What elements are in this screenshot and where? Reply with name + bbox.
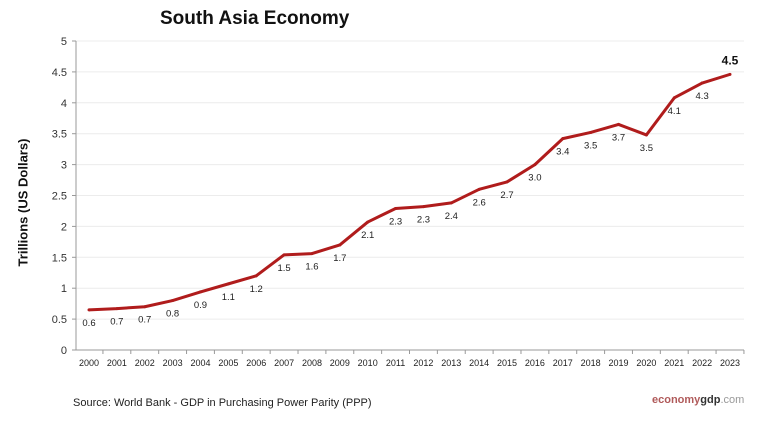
data-label: 0.7 bbox=[138, 315, 151, 326]
x-tick-label: 2022 bbox=[692, 358, 712, 368]
y-tick-label: 2 bbox=[61, 221, 67, 233]
data-point bbox=[143, 305, 147, 309]
data-point bbox=[226, 282, 230, 286]
data-point bbox=[505, 180, 509, 184]
data-label: 0.7 bbox=[110, 317, 123, 328]
data-label: 2.6 bbox=[473, 197, 486, 208]
data-label: 3.4 bbox=[556, 147, 569, 158]
data-label: 2.1 bbox=[361, 230, 374, 241]
data-point bbox=[644, 133, 648, 137]
x-tick-label: 2001 bbox=[107, 358, 127, 368]
x-tick-label: 2013 bbox=[441, 358, 461, 368]
data-point bbox=[394, 206, 398, 210]
x-tick-label: 2010 bbox=[358, 358, 378, 368]
data-point bbox=[561, 137, 565, 141]
data-label: 3.5 bbox=[584, 140, 597, 151]
data-point bbox=[617, 122, 621, 126]
y-tick-label: 4 bbox=[61, 98, 67, 110]
data-point bbox=[282, 253, 286, 257]
x-tick-label: 2016 bbox=[525, 358, 545, 368]
data-label: 0.8 bbox=[166, 309, 179, 320]
x-tick-label: 2017 bbox=[553, 358, 573, 368]
x-tick-label: 2005 bbox=[218, 358, 238, 368]
x-tick-label: 2019 bbox=[609, 358, 629, 368]
data-label: 1.7 bbox=[333, 253, 346, 264]
data-point bbox=[477, 187, 481, 191]
y-tick-label: 3.5 bbox=[52, 129, 67, 141]
data-label: 3.7 bbox=[612, 132, 625, 143]
data-point bbox=[366, 220, 370, 224]
data-point bbox=[171, 299, 175, 303]
data-label: 1.5 bbox=[277, 263, 290, 274]
x-tick-label: 2021 bbox=[664, 358, 684, 368]
data-point bbox=[533, 163, 537, 167]
x-tick-label: 2023 bbox=[720, 358, 740, 368]
data-label: 0.6 bbox=[82, 318, 95, 329]
x-tick-label: 2015 bbox=[497, 358, 517, 368]
x-tick-label: 2020 bbox=[636, 358, 656, 368]
data-label: 2.7 bbox=[500, 190, 513, 201]
x-tick-label: 2012 bbox=[413, 358, 433, 368]
data-point bbox=[449, 201, 453, 205]
y-tick-label: 0.5 bbox=[52, 314, 67, 326]
x-tick-label: 2014 bbox=[469, 358, 489, 368]
data-label: 1.2 bbox=[250, 284, 263, 295]
data-point bbox=[87, 308, 91, 312]
data-point bbox=[338, 243, 342, 247]
data-point bbox=[672, 96, 676, 100]
data-label: 3.5 bbox=[640, 143, 653, 154]
x-tick-label: 2009 bbox=[330, 358, 350, 368]
y-tick-label: 5 bbox=[61, 36, 67, 48]
data-point bbox=[421, 205, 425, 209]
data-line bbox=[88, 72, 731, 312]
x-tick-label: 2006 bbox=[246, 358, 266, 368]
y-tick-label: 1.5 bbox=[52, 252, 67, 264]
data-label: 1.6 bbox=[305, 262, 318, 273]
data-point bbox=[115, 307, 119, 311]
y-tick-label: 2.5 bbox=[52, 191, 67, 203]
y-tick-label: 1 bbox=[61, 283, 67, 295]
data-label: 3.0 bbox=[528, 173, 541, 184]
x-tick-label: 2000 bbox=[79, 358, 99, 368]
chart-title: South Asia Economy bbox=[160, 8, 350, 29]
data-point bbox=[589, 130, 593, 134]
x-tick-label: 2002 bbox=[135, 358, 155, 368]
x-tick-label: 2003 bbox=[163, 358, 183, 368]
data-label: 2.4 bbox=[445, 211, 458, 222]
y-tick-label: 4.5 bbox=[52, 67, 67, 79]
data-label: 4.5 bbox=[722, 53, 739, 67]
y-axis-label: Trillions (US Dollars) bbox=[15, 138, 31, 267]
data-point bbox=[198, 290, 202, 294]
data-point bbox=[254, 274, 258, 278]
x-tick-label: 2008 bbox=[302, 358, 322, 368]
y-tick-label: 0 bbox=[61, 345, 67, 357]
data-label: 2.3 bbox=[417, 215, 430, 226]
data-label: 4.3 bbox=[696, 91, 709, 102]
x-tick-label: 2011 bbox=[386, 358, 405, 368]
x-tick-label: 2004 bbox=[190, 358, 210, 368]
data-point bbox=[700, 81, 704, 85]
y-tick-label: 3 bbox=[61, 160, 67, 172]
data-point bbox=[728, 72, 732, 76]
source-note: Source: World Bank - GDP in Purchasing P… bbox=[73, 397, 372, 409]
x-tick-label: 2007 bbox=[274, 358, 294, 368]
x-tick-label: 2018 bbox=[581, 358, 601, 368]
data-label: 0.9 bbox=[194, 300, 207, 311]
data-point bbox=[310, 252, 314, 256]
data-label: 2.3 bbox=[389, 216, 402, 227]
logo: economygdp.com bbox=[652, 394, 745, 406]
data-label: 4.1 bbox=[668, 106, 681, 117]
data-label: 1.1 bbox=[222, 292, 235, 303]
